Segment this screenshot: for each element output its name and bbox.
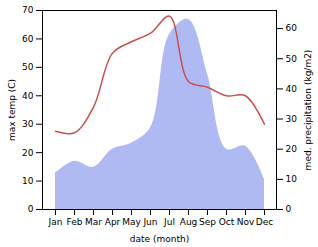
svg-text:date (month): date (month): [130, 234, 189, 244]
svg-text:10: 10: [22, 176, 34, 186]
svg-text:Aug: Aug: [180, 217, 198, 227]
svg-text:0: 0: [286, 204, 292, 214]
svg-text:30: 30: [22, 119, 34, 129]
svg-text:10: 10: [286, 174, 298, 184]
svg-text:0: 0: [28, 204, 34, 214]
svg-text:Feb: Feb: [67, 217, 83, 227]
svg-text:50: 50: [22, 62, 34, 72]
svg-text:Oct: Oct: [219, 217, 235, 227]
svg-text:May: May: [122, 217, 141, 227]
svg-text:20: 20: [286, 144, 298, 154]
svg-text:30: 30: [286, 114, 298, 124]
svg-text:Apr: Apr: [105, 217, 121, 227]
svg-text:20: 20: [22, 148, 34, 158]
svg-text:med. precipitation (kg/m2): med. precipitation (kg/m2): [303, 50, 313, 171]
svg-text:70: 70: [22, 5, 34, 15]
svg-text:Sep: Sep: [199, 217, 216, 227]
svg-text:40: 40: [22, 91, 34, 101]
svg-text:Jun: Jun: [142, 217, 157, 227]
svg-text:Jan: Jan: [48, 217, 63, 227]
svg-text:40: 40: [286, 84, 298, 94]
svg-text:50: 50: [286, 54, 298, 64]
svg-text:60: 60: [22, 34, 34, 44]
svg-text:Dec: Dec: [256, 217, 273, 227]
svg-text:60: 60: [286, 23, 298, 33]
svg-text:Nov: Nov: [237, 217, 255, 227]
svg-text:Mar: Mar: [85, 217, 102, 227]
svg-text:Jul: Jul: [163, 217, 175, 227]
svg-text:max temp (C): max temp (C): [7, 79, 17, 141]
